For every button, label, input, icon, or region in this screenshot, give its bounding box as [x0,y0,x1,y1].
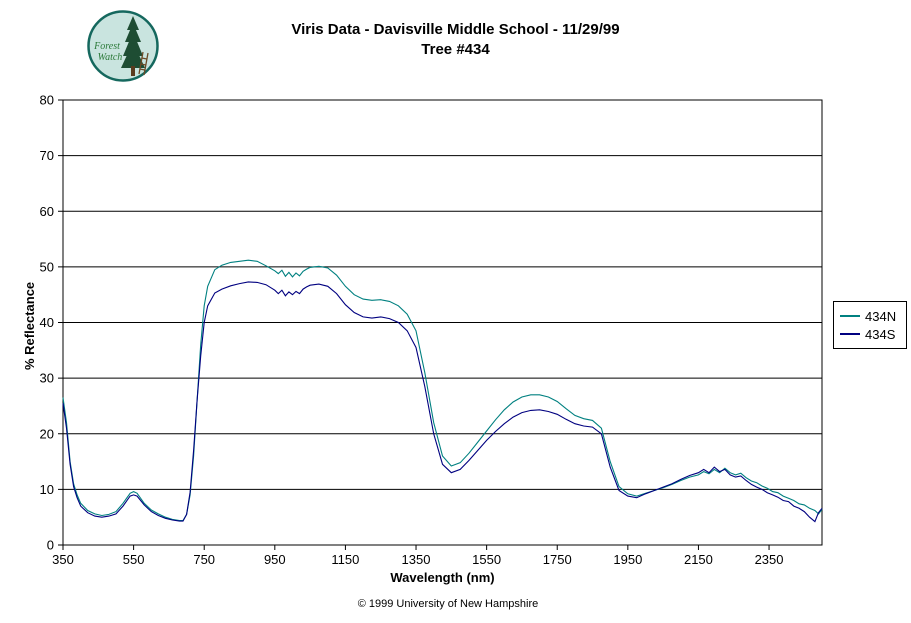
y-tick-label: 40 [40,315,54,330]
forest-watch-logo: Forest Watch [87,10,159,82]
y-tick-label: 70 [40,148,54,163]
copyright-text: © 1999 University of New Hampshire [357,598,539,610]
y-tick-label: 80 [40,93,54,108]
x-tick-label: 550 [123,552,145,567]
x-axis-title: Wavelength (nm) [390,570,495,585]
legend-item-434S: 434S [840,325,900,343]
legend-line-swatch-434S [840,333,860,335]
x-tick-label: 2150 [684,552,713,567]
y-tick-label: 0 [47,538,54,553]
logo-tree-icon [121,16,145,76]
series-line-434N [62,259,823,522]
chart-title: Viris Data - Davisville Middle School - … [291,21,620,38]
y-tick-label: 10 [40,482,54,497]
x-tick-label: 2350 [755,552,784,567]
legend-item-434N: 434N [840,307,900,325]
legend-line-swatch-434N [840,315,860,317]
x-tick-label: 1350 [402,552,431,567]
x-tick-label: 950 [264,552,286,567]
x-tick-label: 1150 [331,552,359,567]
title-block: Viris Data - Davisville Middle School - … [0,20,911,60]
chart-legend: 434N 434S [833,301,907,349]
x-tick-label: 350 [52,552,74,567]
x-tick-label: 750 [193,552,215,567]
y-tick-label: 60 [40,204,54,219]
x-tick-label: 1950 [613,552,642,567]
y-tick-label: 20 [40,426,54,441]
y-tick-label: 30 [40,371,54,386]
chart-subtitle: Tree #434 [421,41,490,58]
y-axis-title: % Reflectance [22,281,37,370]
legend-label-434S: 434S [865,326,896,342]
legend-label-434N: 434N [865,308,897,324]
logo-ladder-icon [138,51,149,76]
logo-text-line2: Watch [98,52,123,63]
series-line-434S [62,281,823,523]
x-tick-label: 1550 [472,552,501,567]
x-tick-label: 1750 [543,552,572,567]
logo-text-line1: Forest [93,41,120,52]
y-tick-label: 50 [40,259,54,274]
